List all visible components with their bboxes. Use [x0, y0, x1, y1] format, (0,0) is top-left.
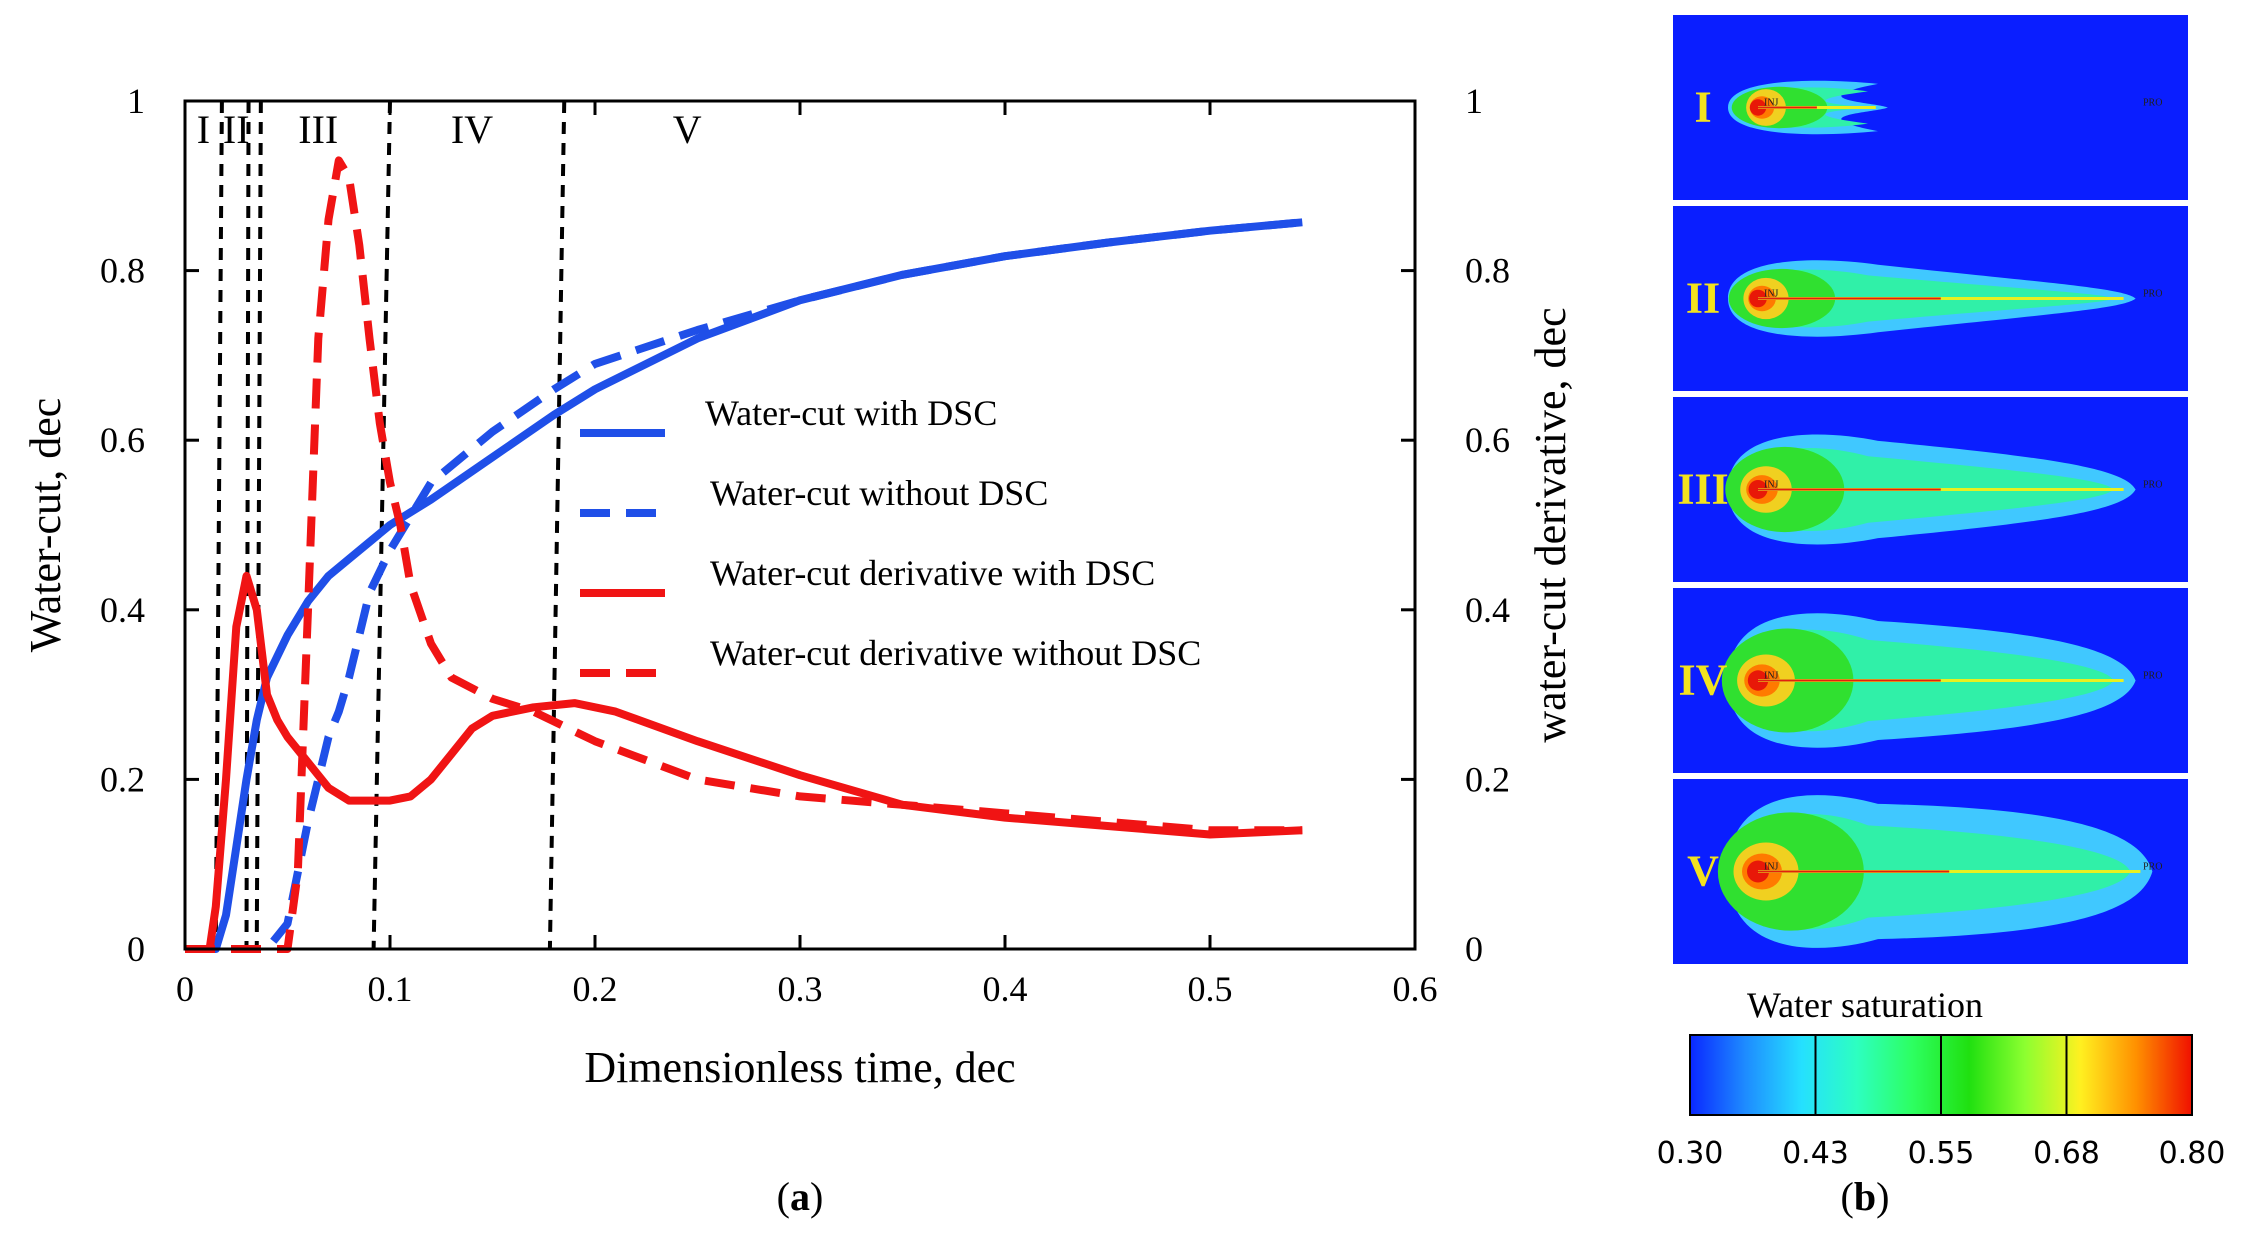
- panel-b-caption: (b): [1841, 1174, 1890, 1219]
- map-stage-label-ii: II: [1686, 274, 1720, 323]
- x-axis: 0 0.1 0.2 0.3 0.4 0.5 0.6: [176, 101, 1438, 1009]
- series-line-water-cut-derivative-without-dsc: [185, 156, 1303, 953]
- producer-label: PRO: [2143, 289, 2162, 300]
- colorbar-tick-label: 0.68: [2033, 1136, 2100, 1171]
- region-divider-line: [371, 100, 392, 950]
- y2-tick-label: 0.8: [1465, 251, 1510, 291]
- map-stage-label-iv: IV: [1679, 656, 1728, 705]
- region-divider-line: [547, 100, 567, 950]
- region-divider-line: [254, 100, 263, 950]
- y-tick-label: 0.6: [100, 420, 145, 460]
- region-labels: I II III IV V: [197, 107, 702, 152]
- producer-label: PRO: [2143, 671, 2162, 682]
- y2-axis-label: water-cut derivative, dec: [1526, 307, 1575, 742]
- map-stage-label-iii: III: [1677, 465, 1728, 514]
- x-tick-label: 0.4: [983, 969, 1028, 1009]
- colorbar-tick-label: 0.30: [1657, 1136, 1724, 1171]
- region-divider-line: [213, 100, 224, 950]
- injector-label: INJ: [1764, 862, 1779, 873]
- region-label-i: I: [197, 107, 210, 152]
- injector-label: INJ: [1764, 289, 1779, 300]
- saturation-map-ii: INJ PRO II: [1673, 206, 2188, 391]
- y-tick-label: 0.2: [100, 759, 145, 799]
- producer-label: PRO: [2143, 480, 2162, 491]
- x-tick-label: 0.3: [778, 969, 823, 1009]
- injector-label: INJ: [1764, 98, 1779, 109]
- injector-label: INJ: [1764, 671, 1779, 682]
- saturation-map-stack: INJ PRO I INJ PRO II INJ PRO III INJ PRO IV INJ PRO V: [1673, 15, 2188, 964]
- map-stage-label-v: V: [1687, 847, 1719, 896]
- colorbar-tick-label: 0.55: [1908, 1136, 1975, 1171]
- map-stage-label-i: I: [1694, 83, 1711, 132]
- region-label-iii: III: [298, 107, 338, 152]
- legend-label-water-cut-derivative-with-dsc: Water-cut derivative with DSC: [710, 553, 1155, 593]
- legend-label-water-cut-with-dsc: Water-cut with DSC: [705, 393, 997, 433]
- region-divider-line: [244, 100, 251, 950]
- series-line-water-cut-without-dsc: [185, 218, 1303, 953]
- y-tick-label: 0: [127, 929, 145, 969]
- saturation-map-iii: INJ PRO III: [1673, 397, 2188, 582]
- producer-label: PRO: [2143, 862, 2162, 873]
- colorbar: 0.30 0.43 0.55 0.68 0.80: [1657, 1034, 2226, 1171]
- y2-tick-label: 0.2: [1465, 759, 1510, 799]
- series-line-water-cut-derivative-with-dsc: [185, 571, 1303, 953]
- colorbar-tick-label: 0.80: [2159, 1136, 2226, 1171]
- y-tick-label: 0.8: [100, 251, 145, 291]
- panel-a-caption: (a): [777, 1174, 824, 1219]
- saturation-map-iv: INJ PRO IV: [1673, 588, 2188, 773]
- injector-label: INJ: [1764, 480, 1779, 491]
- legend-label-water-cut-derivative-without-dsc: Water-cut derivative without DSC: [710, 633, 1201, 673]
- x-tick-label: 0.1: [368, 969, 413, 1009]
- series-layer: [185, 156, 1303, 953]
- x-tick-label: 0.2: [573, 969, 618, 1009]
- saturation-map-v: INJ PRO V: [1673, 779, 2188, 964]
- legend: Water-cut with DSC Water-cut without DSC W…: [580, 393, 1201, 677]
- region-divider-lines: [213, 100, 567, 950]
- producer-label: PRO: [2143, 98, 2162, 109]
- legend-label-water-cut-without-dsc: Water-cut without DSC: [710, 473, 1048, 513]
- saturation-map-i: INJ PRO I: [1673, 15, 2188, 200]
- y2-tick-label: 0.4: [1465, 590, 1510, 630]
- y2-tick-label: 1: [1465, 81, 1483, 121]
- y2-tick-label: 0.6: [1465, 420, 1510, 460]
- plot-area: [185, 100, 1415, 953]
- y-axis-left: 0 0.2 0.4 0.6 0.8 1: [100, 81, 199, 969]
- region-label-ii: II: [223, 107, 250, 152]
- x-tick-label: 0.6: [1393, 969, 1438, 1009]
- y-tick-label: 1: [127, 81, 145, 121]
- y-tick-label: 0.4: [100, 590, 145, 630]
- panel-a-chart: 0 0.1 0.2 0.3 0.4 0.5 0.6 00.20.40.60.81 00.20…: [21, 81, 1575, 1219]
- colorbar-tick-label: 0.43: [1782, 1136, 1849, 1171]
- y2-tick-label: 0: [1465, 929, 1483, 969]
- y-axis-right: 0 0.2 0.4 0.6 0.8 1: [1401, 81, 1510, 969]
- region-label-iv: IV: [451, 107, 493, 152]
- colorbar-title: Water saturation: [1747, 985, 1983, 1025]
- x-tick-label: 0: [176, 969, 194, 1009]
- x-tick-label: 0.5: [1188, 969, 1233, 1009]
- y-axis-label: Water-cut, dec: [21, 398, 70, 653]
- x-axis-label: Dimensionless time, dec: [584, 1043, 1015, 1092]
- region-label-v: V: [673, 107, 702, 152]
